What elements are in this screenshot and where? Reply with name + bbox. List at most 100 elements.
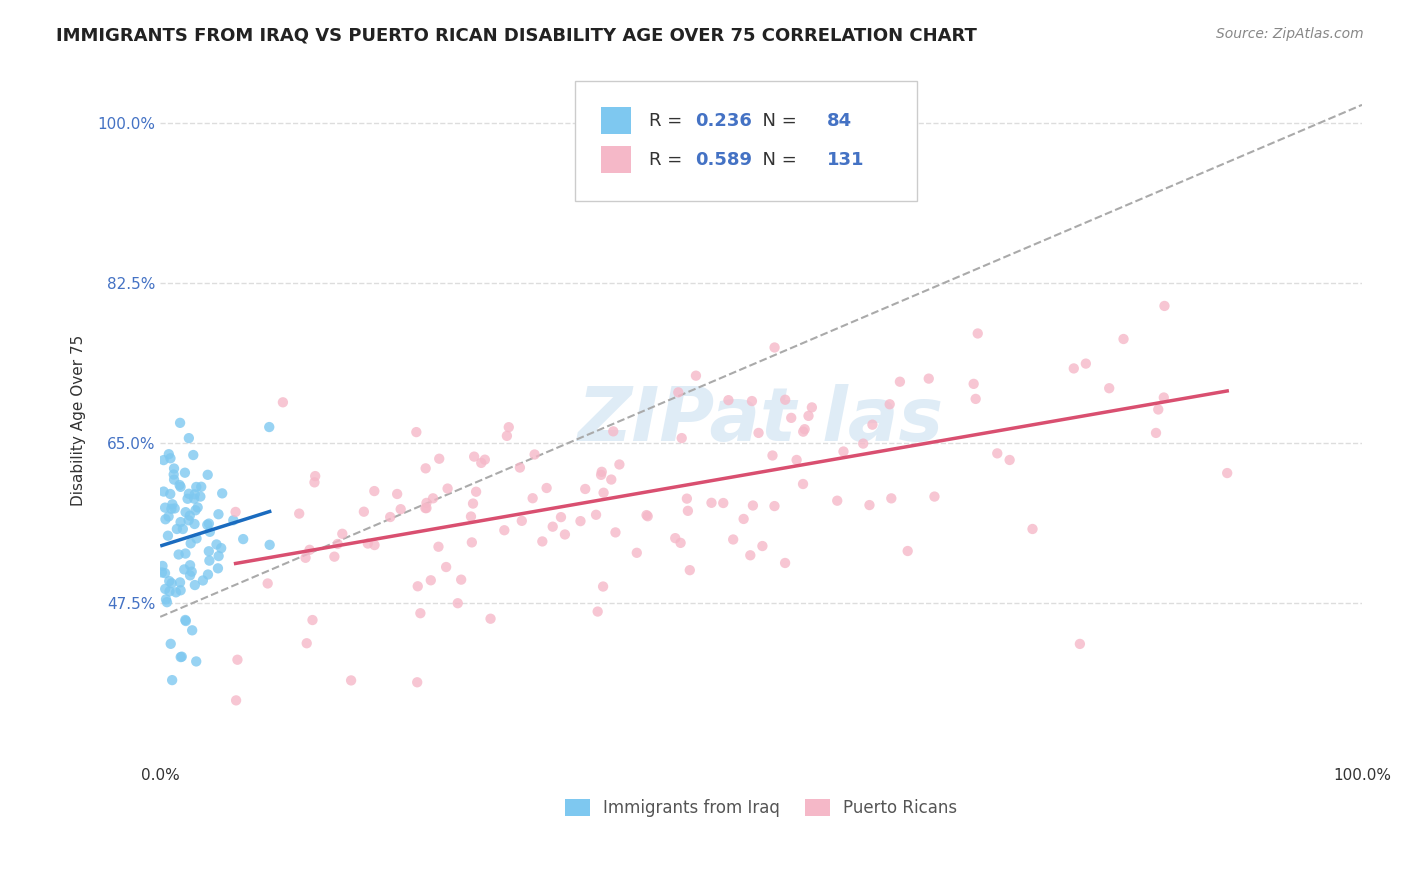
Point (169, 515, 191, 529)
Point (153, 582, 176, 596)
Point (427, 451, 450, 466)
Point (792, 425, 814, 439)
Point (733, 512, 755, 526)
Point (965, 392, 987, 406)
Point (924, 490, 946, 504)
Point (153, 500, 176, 515)
Point (436, 482, 458, 496)
Point (163, 467, 186, 482)
Point (176, 491, 198, 506)
Point (184, 503, 207, 517)
Point (157, 509, 180, 524)
Point (1112, 332, 1135, 346)
Point (198, 524, 221, 539)
Y-axis label: Disability Age Over 75: Disability Age Over 75 (72, 334, 86, 506)
Point (152, 558, 174, 573)
Point (177, 513, 200, 527)
Point (169, 478, 191, 492)
Point (160, 501, 183, 516)
Point (198, 544, 221, 558)
Point (1147, 402, 1170, 417)
Point (494, 523, 516, 537)
Point (406, 675, 429, 690)
Point (363, 484, 385, 499)
Point (852, 436, 875, 450)
Point (211, 486, 233, 500)
Point (181, 624, 204, 638)
Point (574, 482, 596, 496)
Point (298, 542, 321, 557)
Point (676, 504, 699, 518)
Point (323, 549, 346, 564)
Point (600, 473, 623, 487)
Point (415, 461, 437, 475)
Point (832, 444, 855, 458)
Point (157, 447, 180, 461)
Text: 131: 131 (827, 151, 865, 169)
Point (156, 595, 179, 609)
Point (181, 448, 204, 462)
Point (186, 532, 208, 546)
Bar (602, 146, 631, 173)
Point (434, 560, 457, 574)
Point (609, 458, 631, 472)
Point (207, 507, 229, 521)
Point (288, 507, 311, 521)
Point (405, 425, 427, 439)
Point (197, 467, 219, 482)
Text: R =: R = (650, 151, 689, 169)
Point (177, 431, 200, 445)
Point (152, 453, 174, 467)
Text: N =: N = (751, 112, 803, 129)
Point (591, 465, 613, 479)
Point (671, 431, 693, 445)
Point (183, 516, 205, 531)
Point (198, 553, 221, 567)
Point (1216, 466, 1239, 480)
Point (825, 493, 848, 508)
Point (165, 585, 187, 599)
Point (592, 580, 614, 594)
Point (159, 451, 181, 466)
Point (569, 514, 592, 528)
Point (626, 546, 648, 560)
Point (498, 420, 520, 434)
Point (1069, 637, 1091, 651)
Point (385, 487, 408, 501)
Point (523, 448, 546, 462)
Point (197, 567, 219, 582)
Point (966, 326, 988, 341)
Point (717, 393, 740, 408)
Point (1153, 391, 1175, 405)
Point (198, 516, 221, 531)
Point (186, 480, 208, 494)
Point (295, 636, 318, 650)
Point (155, 592, 177, 607)
Point (1074, 357, 1097, 371)
Point (1153, 299, 1175, 313)
Text: 0.589: 0.589 (695, 151, 752, 169)
Point (191, 574, 214, 588)
Point (340, 673, 363, 688)
Point (195, 517, 218, 532)
Point (225, 693, 247, 707)
Point (150, 566, 173, 580)
Point (174, 547, 197, 561)
Point (963, 376, 986, 391)
Point (186, 655, 208, 669)
Text: 84: 84 (827, 112, 852, 129)
Point (173, 562, 195, 576)
Point (170, 649, 193, 664)
Point (179, 558, 201, 573)
Point (205, 537, 228, 551)
Point (301, 613, 323, 627)
Point (422, 491, 444, 506)
Text: N =: N = (751, 151, 803, 169)
Point (496, 429, 519, 443)
Point (353, 505, 375, 519)
Point (330, 526, 353, 541)
Point (797, 409, 820, 423)
Point (226, 653, 249, 667)
Point (163, 501, 186, 516)
Point (156, 529, 179, 543)
